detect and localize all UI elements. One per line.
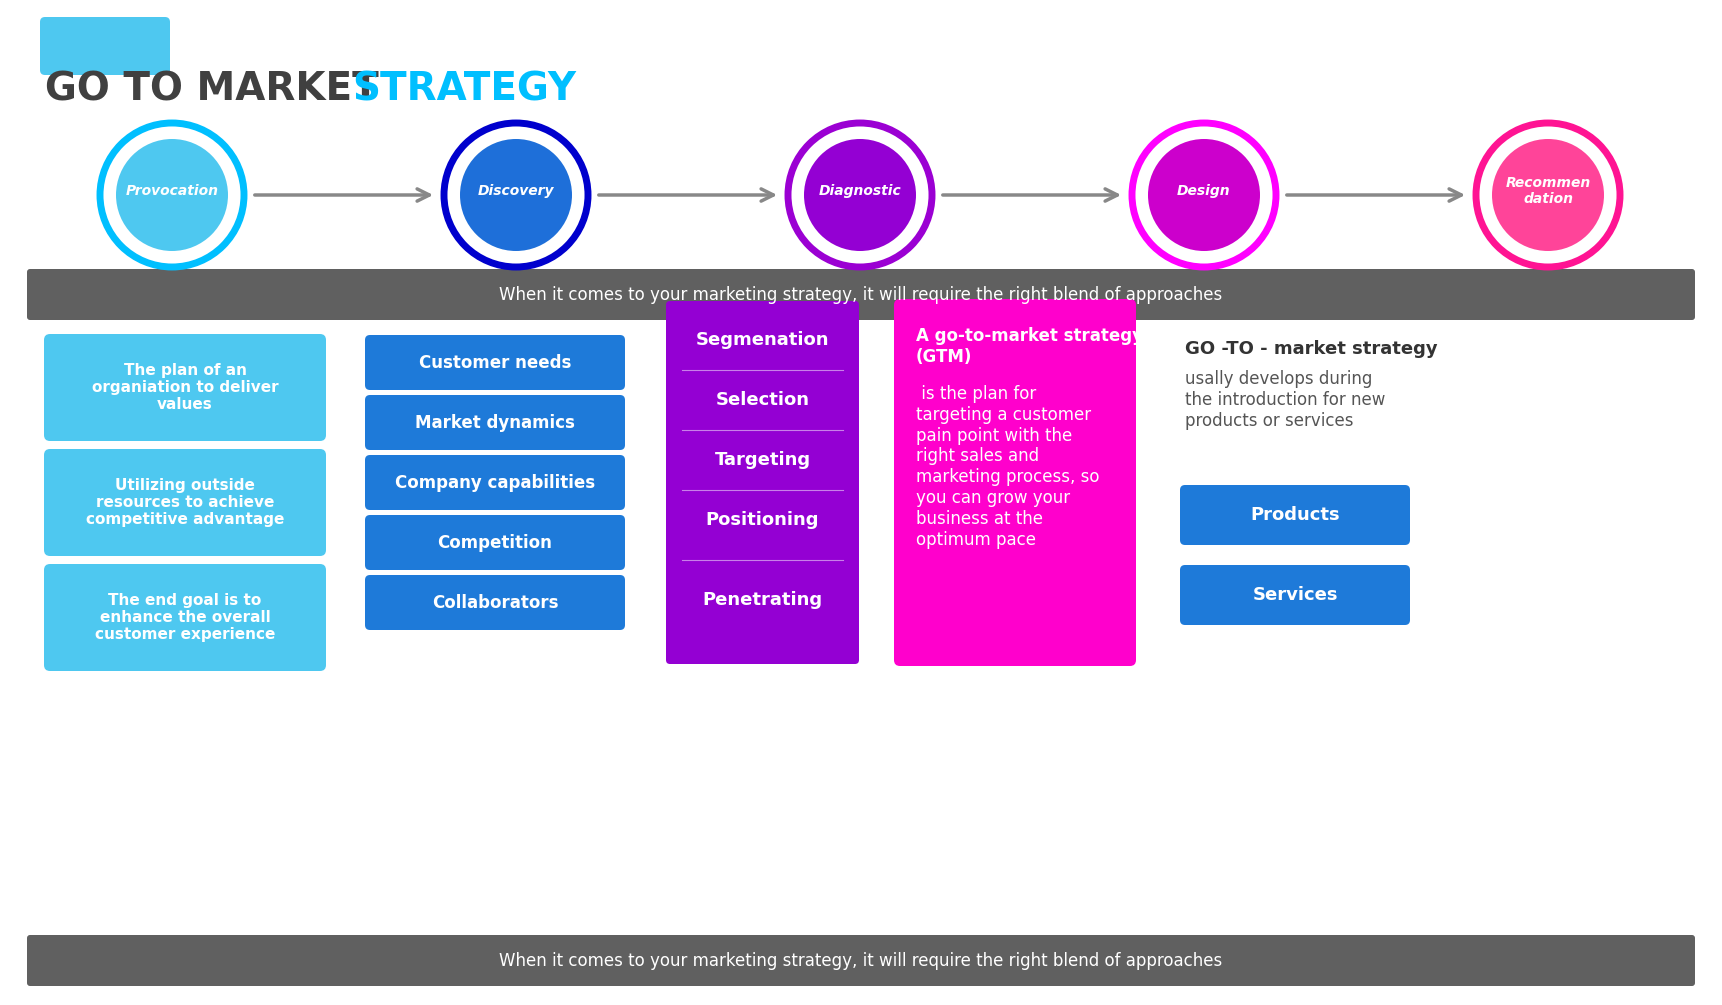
FancyBboxPatch shape bbox=[45, 564, 325, 671]
FancyBboxPatch shape bbox=[28, 269, 1694, 320]
FancyBboxPatch shape bbox=[666, 302, 859, 664]
FancyBboxPatch shape bbox=[365, 455, 625, 510]
Text: Market dynamics: Market dynamics bbox=[415, 413, 575, 431]
FancyBboxPatch shape bbox=[45, 449, 325, 556]
Circle shape bbox=[804, 139, 916, 251]
Text: Customer needs: Customer needs bbox=[418, 354, 572, 372]
Text: Segmenation: Segmenation bbox=[696, 331, 830, 349]
FancyBboxPatch shape bbox=[40, 17, 170, 75]
Text: Services: Services bbox=[1252, 586, 1338, 604]
FancyBboxPatch shape bbox=[365, 575, 625, 630]
Text: The plan of an
organiation to deliver
values: The plan of an organiation to deliver va… bbox=[91, 363, 279, 412]
Text: Discovery: Discovery bbox=[477, 184, 554, 198]
Text: usally develops during
the introduction for new
products or services: usally develops during the introduction … bbox=[1185, 370, 1386, 429]
Circle shape bbox=[460, 139, 572, 251]
Circle shape bbox=[115, 139, 227, 251]
Text: Design: Design bbox=[1178, 184, 1231, 198]
FancyBboxPatch shape bbox=[45, 334, 325, 441]
FancyBboxPatch shape bbox=[1180, 485, 1410, 545]
Text: Company capabilities: Company capabilities bbox=[394, 473, 596, 491]
FancyBboxPatch shape bbox=[1180, 565, 1410, 625]
Text: Utilizing outside
resources to achieve
competitive advantage: Utilizing outside resources to achieve c… bbox=[86, 477, 284, 528]
Circle shape bbox=[1491, 139, 1603, 251]
Text: is the plan for
targeting a customer
pain point with the
right sales and
marketi: is the plan for targeting a customer pai… bbox=[916, 385, 1100, 549]
Text: GO TO MARKET: GO TO MARKET bbox=[45, 70, 393, 108]
Text: When it comes to your marketing strategy, it will require the right blend of app: When it comes to your marketing strategy… bbox=[499, 952, 1223, 970]
Text: Selection: Selection bbox=[716, 391, 809, 409]
Text: Recommen
dation: Recommen dation bbox=[1505, 176, 1591, 206]
Text: A go-to-market strategy
(GTM): A go-to-market strategy (GTM) bbox=[916, 327, 1143, 366]
Circle shape bbox=[1149, 139, 1261, 251]
Text: When it comes to your marketing strategy, it will require the right blend of app: When it comes to your marketing strategy… bbox=[499, 285, 1223, 304]
Text: The end goal is to
enhance the overall
customer experience: The end goal is to enhance the overall c… bbox=[95, 593, 276, 642]
Text: Diagnostic: Diagnostic bbox=[818, 184, 901, 198]
Text: Targeting: Targeting bbox=[715, 451, 811, 469]
Text: Competition: Competition bbox=[437, 534, 553, 552]
FancyBboxPatch shape bbox=[365, 515, 625, 570]
Text: Provocation: Provocation bbox=[126, 184, 219, 198]
FancyBboxPatch shape bbox=[365, 395, 625, 450]
Text: Positioning: Positioning bbox=[706, 511, 820, 529]
Text: Collaborators: Collaborators bbox=[432, 594, 558, 611]
Text: Penetrating: Penetrating bbox=[703, 591, 823, 609]
FancyBboxPatch shape bbox=[28, 935, 1694, 986]
FancyBboxPatch shape bbox=[894, 299, 1137, 666]
FancyBboxPatch shape bbox=[365, 335, 625, 390]
Text: GO -TO - market strategy: GO -TO - market strategy bbox=[1185, 340, 1438, 358]
Text: Products: Products bbox=[1250, 506, 1340, 524]
Text: STRATEGY: STRATEGY bbox=[351, 70, 575, 108]
